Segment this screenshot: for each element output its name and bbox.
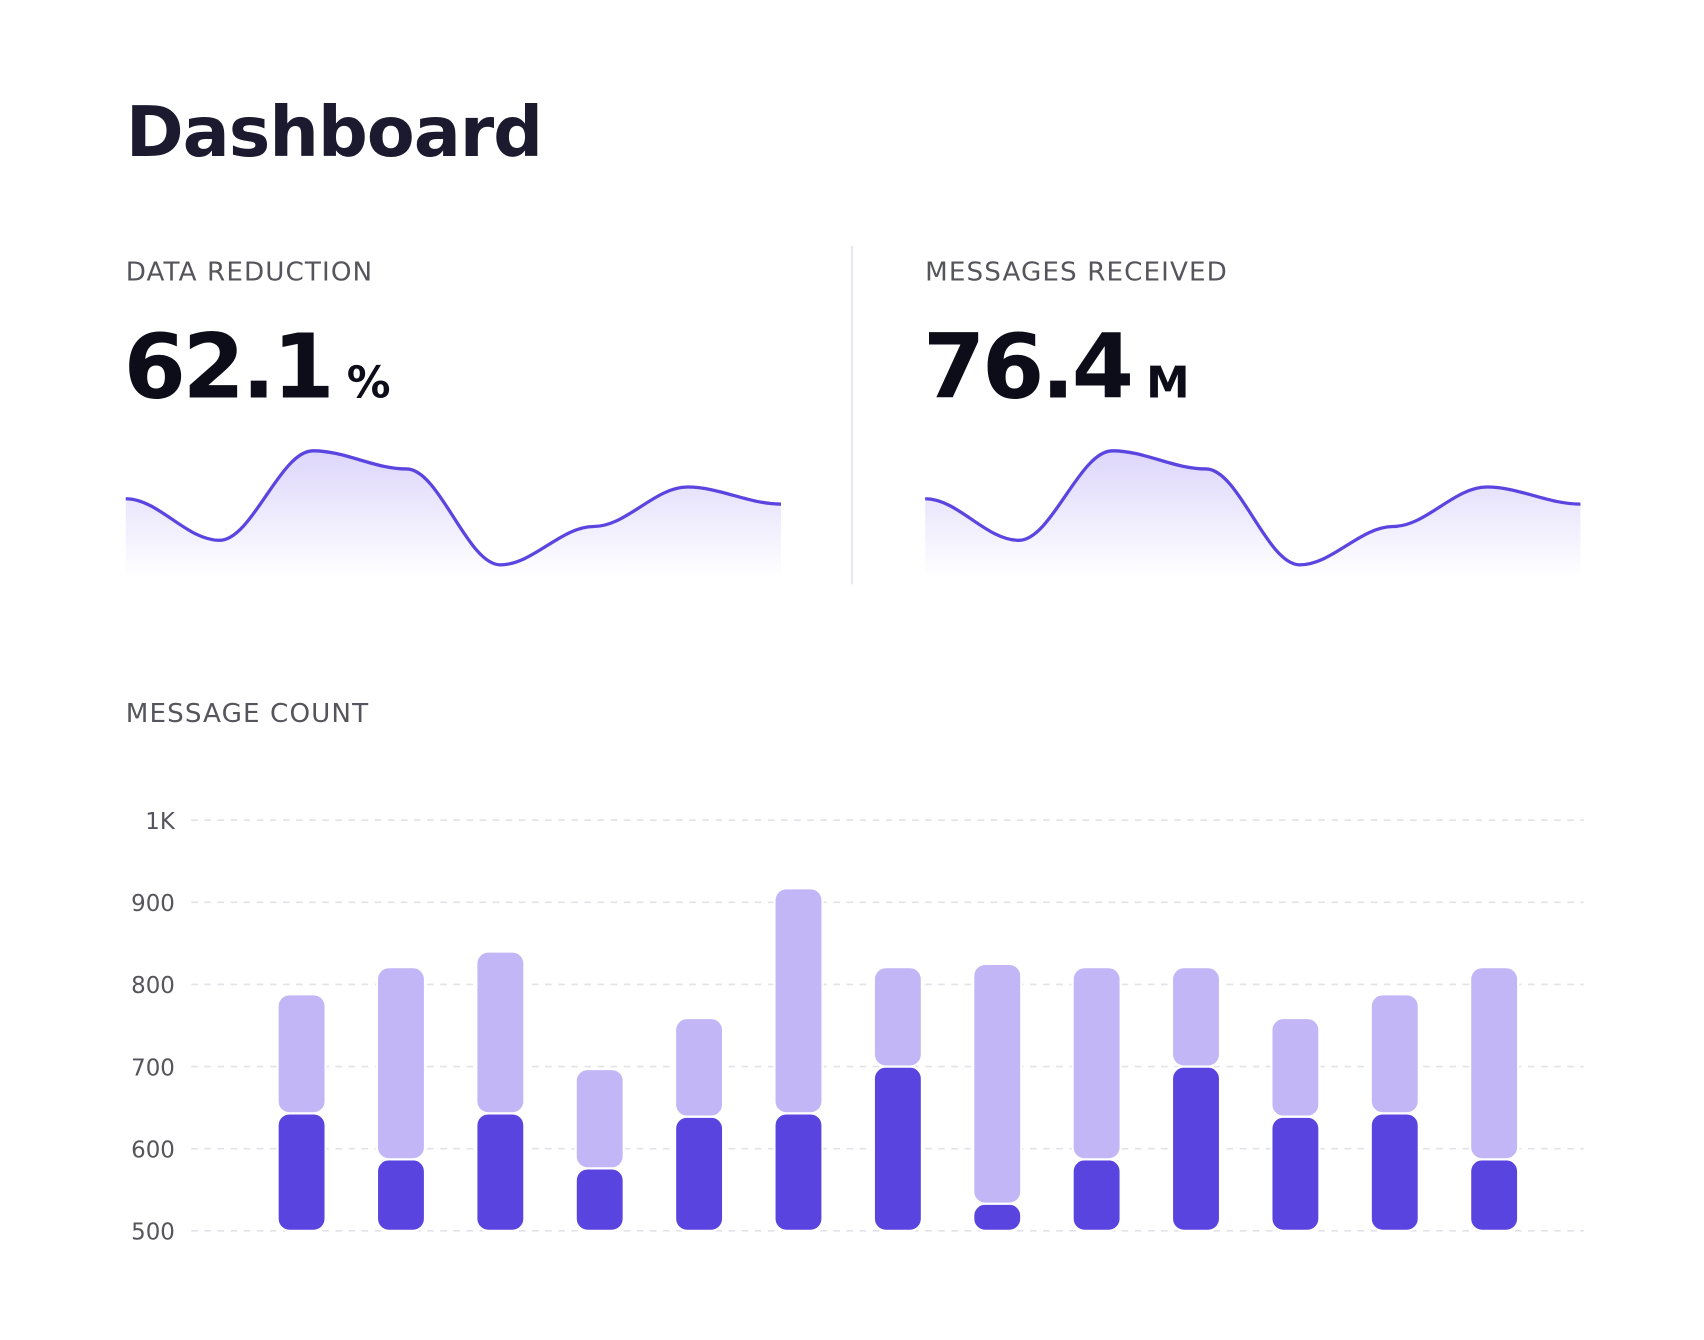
sparkline — [125, 449, 782, 567]
y-tick-label: 700 — [131, 1055, 175, 1081]
bar-segment — [475, 950, 526, 1115]
sparkline-area — [125, 450, 782, 579]
bar-segment — [375, 1158, 427, 1232]
bar-segment — [574, 1167, 625, 1232]
bar-segment — [872, 966, 923, 1068]
kpi-label: MESSAGES RECEIVED — [925, 258, 1228, 288]
bar-segment — [972, 1202, 1023, 1232]
chart-title: MESSAGE COUNT — [126, 699, 369, 729]
sparkline — [925, 449, 1581, 567]
y-tick-label: 500 — [131, 1220, 175, 1246]
bar-segment — [972, 962, 1023, 1205]
bar-segment — [1170, 1065, 1222, 1232]
y-tick-label: 600 — [131, 1137, 175, 1163]
bar-segment — [1270, 1115, 1321, 1232]
y-tick-label: 800 — [131, 973, 175, 999]
bar-segment — [1369, 993, 1420, 1115]
bar-segment — [773, 887, 824, 1115]
y-tick-label: 900 — [131, 891, 175, 917]
bar-segment — [276, 1112, 327, 1232]
bar-segment — [673, 1115, 725, 1232]
bar-segment — [1369, 1112, 1420, 1232]
bar-segment — [1469, 966, 1520, 1161]
kpi-value: 62.1% — [124, 316, 390, 420]
page-title: Dashboard — [126, 92, 542, 173]
sparkline-area — [925, 450, 1581, 579]
y-tick-label: 1K — [145, 809, 176, 835]
bar-segment — [1071, 966, 1122, 1161]
kpi-unit: M — [1146, 358, 1186, 409]
bar-segment — [673, 1016, 725, 1118]
bar-segment — [872, 1065, 923, 1232]
bar-segment — [276, 993, 327, 1115]
bar-segment — [1270, 1016, 1321, 1118]
bar-segment — [773, 1112, 824, 1232]
bar-segment — [375, 966, 427, 1161]
kpi-number: 62.1 — [124, 316, 332, 420]
bar-segment — [1071, 1158, 1122, 1232]
bar-segment — [1469, 1158, 1520, 1232]
charts: DATA REDUCTION 62.1 % MESSAGES RECEIVED 76.4… — [124, 258, 1584, 1246]
kpi-value: 76.4 M — [923, 316, 1186, 420]
kpi-label: DATA REDUCTION — [126, 258, 373, 288]
kpi-number: 76.4 — [923, 316, 1131, 420]
bar-segment — [1170, 966, 1222, 1068]
kpi-unit: % — [347, 358, 390, 409]
bar-segment — [574, 1067, 625, 1170]
bar-segment — [475, 1112, 526, 1232]
